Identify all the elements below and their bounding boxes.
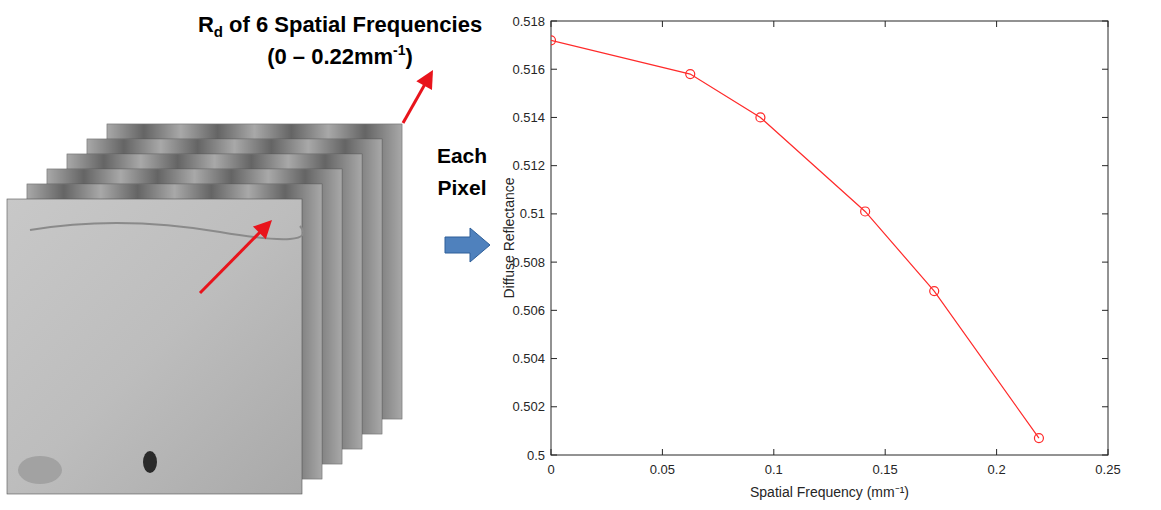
title-part: of 6 Spatial Frequencies (223, 12, 482, 37)
x-tick-label: 0.1 (765, 462, 783, 477)
y-tick-label: 0.502 (512, 399, 545, 414)
y-tick (1102, 262, 1108, 263)
title-part: d (214, 23, 223, 40)
y-tick-label: 0.518 (512, 14, 545, 29)
axes: 0 0.05 0.1 0.15 0.2 0.25 0.5 0.502 0.504 0.506 0.5… (512, 14, 1120, 478)
y-tick (551, 117, 557, 118)
title-part: (0 – 0.22mm (267, 44, 393, 69)
x-tick (996, 449, 997, 455)
data-point (686, 70, 695, 79)
x-tick-label: 0.25 (1095, 462, 1120, 477)
y-axis-title: Diffuse Reflectance (501, 177, 517, 298)
y-tick (1102, 213, 1108, 214)
title: (0 – 0.22mm-1) (267, 42, 413, 69)
x-tick (885, 21, 886, 27)
x-axis-title: Spatial Frequency (mm⁻¹) (750, 484, 909, 500)
depth-arrow-head (416, 70, 433, 90)
data-point (1034, 434, 1043, 443)
y-tick (551, 69, 557, 70)
title: Rd of 6 Spatial Frequencies (198, 12, 482, 40)
y-tick (1102, 358, 1108, 359)
image-detail (18, 456, 62, 484)
y-tick-label: 0.514 (512, 110, 545, 125)
x-tick (662, 21, 663, 27)
y-tick-label: 0.51 (520, 206, 545, 221)
x-tick-label: 0.05 (650, 462, 675, 477)
pixel-arrow (200, 230, 262, 293)
y-tick-label: 0.512 (512, 158, 545, 173)
y-tick (551, 406, 557, 407)
data-line (551, 40, 1039, 438)
title-part: ) (406, 44, 413, 69)
y-tick (551, 262, 557, 263)
x-tick-label: 0.2 (988, 462, 1006, 477)
y-tick (1102, 69, 1108, 70)
y-tick (1102, 406, 1108, 407)
y-tick-label: 0.506 (512, 303, 545, 318)
plot-area (551, 21, 1108, 455)
arrow-label: Pixel (437, 176, 486, 199)
flow-arrow (445, 228, 490, 262)
y-tick (1102, 310, 1108, 311)
data-point (861, 207, 870, 216)
x-tick (885, 449, 886, 455)
y-tick-label: 0.5 (527, 448, 545, 463)
y-tick (1102, 165, 1108, 166)
image-stack (7, 124, 402, 494)
y-tick-label: 0.508 (512, 255, 545, 270)
y-tick (1102, 117, 1108, 118)
depth-arrow (403, 83, 426, 123)
image-layer (7, 199, 302, 494)
x-tick (773, 21, 774, 27)
x-tick (773, 449, 774, 455)
y-tick (551, 213, 557, 214)
y-tick (551, 358, 557, 359)
y-tick (551, 165, 557, 166)
x-tick (662, 449, 663, 455)
figure: Rd of 6 Spatial Frequencies(0 – 0.22mm-1… (0, 0, 1161, 510)
x-tick (996, 21, 997, 27)
x-tick-label: 0 (547, 462, 554, 477)
data-layer (551, 36, 1043, 443)
title-part: R (198, 12, 214, 37)
arrow-label: Each (437, 144, 487, 167)
x-tick-label: 0.15 (873, 462, 898, 477)
data-point (756, 113, 765, 122)
data-point (551, 36, 556, 45)
y-tick-label: 0.516 (512, 62, 545, 77)
title-part: -1 (393, 42, 406, 58)
y-tick (551, 310, 557, 311)
data-point (930, 287, 939, 296)
y-tick-label: 0.504 (512, 351, 545, 366)
plot-frame (551, 21, 1108, 455)
pixel-arrow-head (253, 220, 272, 239)
image-detail (143, 451, 157, 473)
